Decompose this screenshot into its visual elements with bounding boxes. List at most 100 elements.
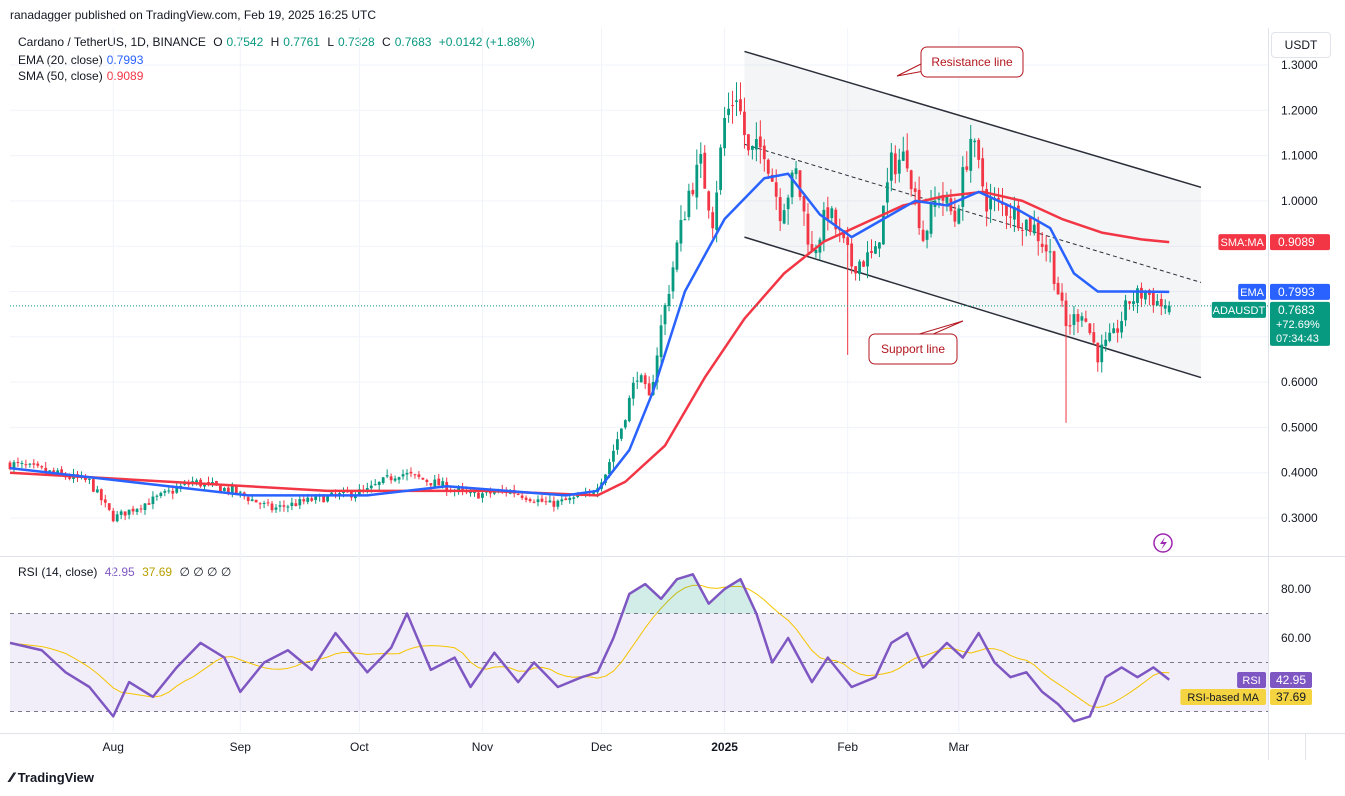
candle[interactable]	[1092, 323, 1096, 345]
candle[interactable]	[151, 491, 155, 510]
resistance-annotation[interactable]: Resistance line	[896, 46, 1024, 78]
candle[interactable]	[683, 211, 687, 221]
candle[interactable]	[135, 507, 139, 515]
candle[interactable]	[1036, 216, 1040, 256]
candle[interactable]	[711, 206, 715, 239]
candle[interactable]	[707, 190, 711, 219]
candle[interactable]	[266, 498, 270, 507]
candle[interactable]	[1028, 215, 1032, 236]
candle[interactable]	[417, 471, 421, 480]
channel-midline[interactable]	[744, 143, 1202, 283]
candle[interactable]	[286, 504, 290, 513]
candle[interactable]	[885, 167, 889, 216]
candle[interactable]	[901, 136, 905, 162]
candle[interactable]	[1060, 283, 1064, 307]
candle[interactable]	[95, 485, 99, 494]
candle[interactable]	[735, 82, 738, 117]
candle[interactable]	[691, 182, 695, 197]
candle[interactable]	[437, 473, 441, 486]
candle[interactable]	[139, 504, 143, 513]
candle[interactable]	[433, 474, 437, 489]
candle[interactable]	[743, 97, 746, 149]
candle[interactable]	[830, 206, 834, 224]
candle[interactable]	[246, 495, 250, 505]
support-annotation[interactable]: Support line	[868, 320, 964, 365]
candle[interactable]	[917, 176, 921, 235]
candle[interactable]	[699, 142, 703, 179]
candle[interactable]	[107, 503, 111, 512]
candle[interactable]	[556, 499, 560, 510]
candle[interactable]	[568, 494, 572, 504]
candle[interactable]	[723, 106, 726, 156]
candle[interactable]	[421, 477, 425, 481]
candle[interactable]	[703, 145, 707, 189]
candle[interactable]	[1068, 314, 1072, 335]
candle[interactable]	[850, 238, 854, 274]
candle[interactable]	[1155, 294, 1159, 306]
candle[interactable]	[40, 465, 44, 470]
candle[interactable]	[119, 509, 123, 520]
lightning-icon[interactable]	[1153, 533, 1173, 553]
candle[interactable]	[1163, 299, 1167, 314]
candle[interactable]	[631, 376, 635, 406]
currency-selector[interactable]: USDT	[1271, 32, 1331, 58]
candle[interactable]	[667, 285, 671, 312]
candle[interactable]	[377, 481, 381, 491]
candle[interactable]	[854, 266, 858, 281]
candle[interactable]	[36, 461, 40, 468]
candle[interactable]	[147, 498, 151, 506]
candle[interactable]	[524, 495, 528, 503]
candle[interactable]	[897, 148, 901, 183]
candle[interactable]	[552, 496, 556, 512]
candle[interactable]	[925, 229, 929, 249]
candle[interactable]	[747, 134, 750, 156]
candle[interactable]	[1088, 323, 1092, 336]
candle[interactable]	[802, 195, 806, 226]
candle[interactable]	[270, 500, 274, 513]
resistance-line[interactable]	[744, 50, 1202, 189]
candle[interactable]	[222, 486, 226, 492]
footer-brand[interactable]: ⁄⁄ TradingView	[10, 769, 94, 785]
candle[interactable]	[401, 469, 405, 480]
candle[interactable]	[969, 124, 973, 183]
candle[interactable]	[1167, 301, 1171, 315]
candle[interactable]	[750, 145, 754, 160]
candle[interactable]	[659, 314, 663, 369]
candle[interactable]	[731, 90, 734, 124]
candle[interactable]	[647, 376, 651, 396]
candle[interactable]	[1084, 310, 1088, 323]
candle[interactable]	[965, 151, 969, 173]
candle[interactable]	[961, 156, 965, 221]
rsi-ma-badge[interactable]: RSI-based MA 37.69	[1180, 689, 1312, 705]
candle[interactable]	[862, 259, 865, 268]
candle[interactable]	[758, 120, 762, 164]
candle[interactable]	[941, 182, 945, 217]
candle[interactable]	[1056, 276, 1060, 295]
candle[interactable]	[373, 479, 377, 486]
candle[interactable]	[790, 169, 794, 205]
candle[interactable]	[989, 183, 992, 223]
candle[interactable]	[627, 395, 631, 423]
candle[interactable]	[548, 495, 552, 503]
candle[interactable]	[695, 149, 699, 210]
candle[interactable]	[16, 457, 20, 467]
candle[interactable]	[889, 142, 893, 192]
candle[interactable]	[564, 496, 568, 501]
candle[interactable]	[163, 489, 167, 497]
candle[interactable]	[782, 203, 786, 225]
candle[interactable]	[616, 431, 619, 455]
candle[interactable]	[258, 502, 262, 510]
candle[interactable]	[385, 469, 389, 479]
candle[interactable]	[361, 484, 365, 494]
candle[interactable]	[477, 491, 480, 499]
candle[interactable]	[675, 240, 679, 273]
candle[interactable]	[643, 372, 647, 389]
candle[interactable]	[921, 220, 925, 243]
candle[interactable]	[167, 486, 171, 494]
candle[interactable]	[623, 419, 627, 430]
candle[interactable]	[143, 502, 147, 515]
candle[interactable]	[278, 500, 282, 512]
candle[interactable]	[973, 138, 977, 158]
candle[interactable]	[131, 505, 135, 515]
candle[interactable]	[1096, 342, 1100, 372]
